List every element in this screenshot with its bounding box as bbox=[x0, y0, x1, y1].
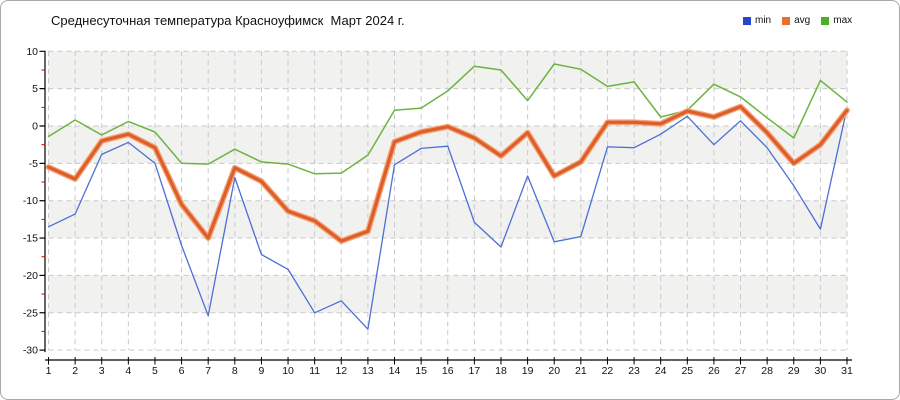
y-tick-label: -20 bbox=[23, 270, 38, 282]
x-tick-label: 7 bbox=[205, 365, 211, 377]
x-tick-label: 16 bbox=[442, 365, 454, 377]
legend-min-label: min bbox=[755, 15, 772, 26]
x-tick-label: 19 bbox=[522, 365, 534, 377]
x-tick-label: 20 bbox=[548, 365, 560, 377]
y-tick-label: 5 bbox=[32, 83, 38, 95]
x-tick-label: 10 bbox=[282, 365, 294, 377]
x-tick-label: 27 bbox=[735, 365, 747, 377]
x-axis: 1 2 3 4 5 6 7 8 9 10 11 12 13 14 15 16 17 18 19 20 21 22 23 24 2… bbox=[45, 357, 853, 377]
x-tick-label: 12 bbox=[335, 365, 347, 377]
x-tick-label: 31 bbox=[841, 365, 853, 377]
x-tick-label: 22 bbox=[602, 365, 614, 377]
x-tick-label: 3 bbox=[99, 365, 105, 377]
legend-max-label: max bbox=[833, 15, 853, 26]
y-tick-label: -15 bbox=[23, 233, 38, 245]
min-series-line bbox=[47, 107, 848, 330]
x-tick-label: 28 bbox=[761, 365, 773, 377]
x-tick-label: 18 bbox=[495, 365, 507, 377]
max-series-swatch-icon bbox=[821, 17, 830, 25]
x-tick-label: 4 bbox=[125, 365, 131, 377]
legend: min avg max bbox=[743, 16, 852, 26]
y-tick-label: 10 bbox=[26, 46, 38, 58]
x-tick-label: 25 bbox=[681, 365, 693, 377]
x-tick-label: 17 bbox=[469, 365, 481, 377]
x-tick-label: 14 bbox=[389, 365, 401, 377]
x-tick-label: 8 bbox=[232, 365, 238, 377]
y-tick-label: -30 bbox=[23, 345, 38, 357]
x-tick-label: 11 bbox=[309, 365, 320, 377]
x-tick-label: 13 bbox=[362, 365, 374, 377]
x-tick-label: 1 bbox=[46, 365, 52, 377]
x-tick-label: 6 bbox=[179, 365, 185, 377]
y-tick-label: -10 bbox=[23, 195, 38, 207]
x-tick-label: 9 bbox=[259, 365, 265, 377]
x-tick-label: 30 bbox=[815, 365, 827, 377]
max-series-line bbox=[47, 63, 848, 175]
legend-avg-label: avg bbox=[794, 15, 811, 26]
x-tick-label: 2 bbox=[72, 365, 78, 377]
legend-item-min: min bbox=[743, 16, 771, 26]
avg-series-line bbox=[46, 104, 849, 243]
legend-item-max: max bbox=[821, 16, 852, 26]
avg-series-swatch-icon bbox=[782, 17, 791, 25]
x-tick-label: 15 bbox=[415, 365, 427, 377]
min-series-swatch-icon bbox=[743, 17, 751, 25]
chart-title: Среднесуточная температура Красноуфимск … bbox=[51, 13, 405, 28]
x-tick-label: 5 bbox=[152, 365, 158, 377]
x-tick-label: 29 bbox=[788, 365, 800, 377]
gridlines bbox=[48, 50, 848, 351]
legend-item-avg: avg bbox=[782, 16, 810, 26]
x-tick-label: 26 bbox=[708, 365, 720, 377]
y-tick-label: -25 bbox=[23, 307, 38, 319]
x-tick-label: 23 bbox=[628, 365, 640, 377]
x-tick-label: 21 bbox=[575, 365, 587, 377]
y-tick-label: -5 bbox=[29, 158, 38, 170]
x-tick-label: 24 bbox=[655, 365, 667, 377]
y-axis: 10 5 0 -5 -10 -15 -20 -25 -30 bbox=[23, 46, 46, 357]
y-tick-label: 0 bbox=[32, 121, 38, 133]
